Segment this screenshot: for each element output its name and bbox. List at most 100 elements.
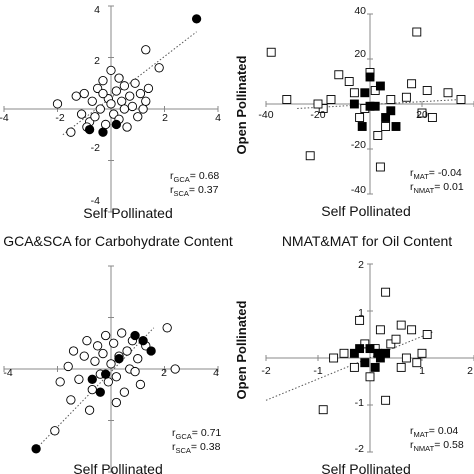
filled-square-point [355, 344, 365, 354]
panel-0-ytick-3: -4 [91, 195, 100, 207]
open-circle-point [98, 88, 108, 99]
panel-1-xtick-1: -20 [310, 109, 325, 121]
open-circle-point [122, 122, 132, 132]
panel-2-xtick-1: 2 [161, 367, 167, 379]
panel-1-ytick-3: -40 [351, 184, 366, 196]
open-circle-point [90, 356, 100, 366]
open-circle-point [127, 101, 138, 112]
open-square-point [355, 113, 365, 122]
open-square-point [326, 95, 336, 104]
open-square-point [318, 104, 328, 113]
filled-circle-point [138, 336, 148, 346]
panel-0-stat-1: rSCA= 0.37 [170, 184, 219, 198]
panel-gca-sca-lower: -4 2 4 rGCA= 0.71 rSCA= 0.38 Self Pollin… [3, 265, 221, 474]
panel-0-title: GCA&SCA for Carbohydrate Content [3, 233, 233, 249]
open-circle-point [162, 323, 172, 333]
filled-square-point [375, 81, 385, 91]
open-square-point [396, 362, 406, 372]
open-circle-point [82, 336, 92, 346]
open-square-point [339, 348, 349, 358]
panel-3-marks [265, 263, 474, 453]
open-circle-point [84, 405, 95, 415]
open-square-point [381, 395, 391, 405]
panel-2-xtick-0: -4 [3, 367, 12, 379]
panel-3-ytick-0: 2 [358, 259, 364, 271]
open-circle-point [117, 328, 127, 338]
filled-circle-point [101, 369, 111, 379]
panel-0-ytick-1: 2 [94, 55, 100, 67]
open-circle-point [68, 346, 79, 356]
panel-2-marks [3, 265, 219, 473]
open-circle-point [114, 73, 124, 83]
open-circle-point [52, 99, 63, 109]
filled-square-point [357, 122, 367, 131]
trend-line [265, 331, 433, 401]
filled-square-point [360, 88, 370, 98]
panel-1-marks [265, 13, 474, 195]
open-circle-point [133, 354, 143, 364]
open-circle-point [119, 104, 130, 114]
trend-line [62, 31, 197, 136]
panel-3-ytick-1: 1 [358, 307, 364, 319]
open-square-point [318, 405, 328, 415]
panel-3-xtick-2: 1 [419, 365, 425, 377]
open-square-point [349, 88, 359, 98]
open-square-point [417, 108, 427, 118]
panel-1-title: NMAT&MAT for Oil Content [282, 233, 452, 249]
open-square-point [381, 287, 391, 297]
open-square-point [386, 95, 396, 104]
filled-square-point [386, 106, 396, 116]
filled-circle-point [84, 124, 95, 135]
open-square-point [355, 315, 365, 325]
open-square-point [375, 325, 385, 335]
filled-square-point [373, 348, 383, 358]
panel-3-xtick-1: -1 [313, 365, 322, 377]
open-square-point [422, 86, 432, 95]
open-circle-point [170, 364, 180, 374]
panel-1-ytick-2: -20 [351, 139, 366, 151]
panel-0-xtick-2: 2 [162, 112, 168, 124]
open-circle-point [138, 104, 148, 114]
open-circle-point [76, 109, 87, 119]
open-circle-point [79, 88, 89, 99]
filled-square-point [391, 122, 401, 131]
panel-1-stat-0: rMAT= -0.04 [410, 167, 462, 181]
panel-1-xlabel: Self Pollinated [321, 203, 411, 219]
open-square-point [266, 47, 276, 57]
panel-0-ytick-0: 4 [94, 4, 100, 16]
open-square-point [360, 339, 370, 349]
open-circle-point [133, 112, 143, 122]
open-square-point [305, 151, 315, 161]
panel-0-marks [3, 5, 219, 213]
filled-circle-point [31, 444, 41, 454]
trend-line [297, 99, 462, 109]
panel-1-ytick-1: 20 [354, 48, 366, 60]
filled-square-point [365, 72, 375, 82]
open-circle-point [141, 96, 151, 106]
filled-circle-point [111, 119, 122, 130]
filled-circle-point [191, 14, 202, 24]
panel-2-xlabel: Self Pollinated [73, 461, 163, 474]
open-circle-point [87, 96, 97, 106]
open-square-point [412, 358, 422, 368]
filled-square-point [365, 344, 375, 354]
filled-square-point [360, 358, 370, 368]
filled-circle-point [95, 387, 105, 397]
filled-square-point [349, 99, 359, 109]
panel-0-xtick-3: 4 [215, 112, 221, 124]
open-circle-point [95, 104, 105, 114]
panel-3-ytick-3: -2 [355, 443, 364, 455]
open-square-point [381, 122, 391, 131]
panel-0-xtick-1: -2 [55, 112, 64, 124]
filled-circle-point [146, 346, 156, 356]
panel-1-ytick-0: 40 [354, 5, 366, 17]
panel-nmat-mat-lower: -2 -1 1 2 2 1 -1 -2 rMAT= 0.04 rNMAT= 0.… [234, 259, 474, 474]
filled-square-point [381, 113, 391, 122]
open-square-point [386, 339, 396, 349]
open-circle-point [79, 351, 89, 361]
open-square-point [282, 95, 292, 104]
open-circle-point [90, 112, 100, 122]
filled-circle-point [114, 354, 124, 364]
panel-1-xtick-0: -40 [258, 109, 273, 121]
open-circle-point [103, 377, 113, 387]
